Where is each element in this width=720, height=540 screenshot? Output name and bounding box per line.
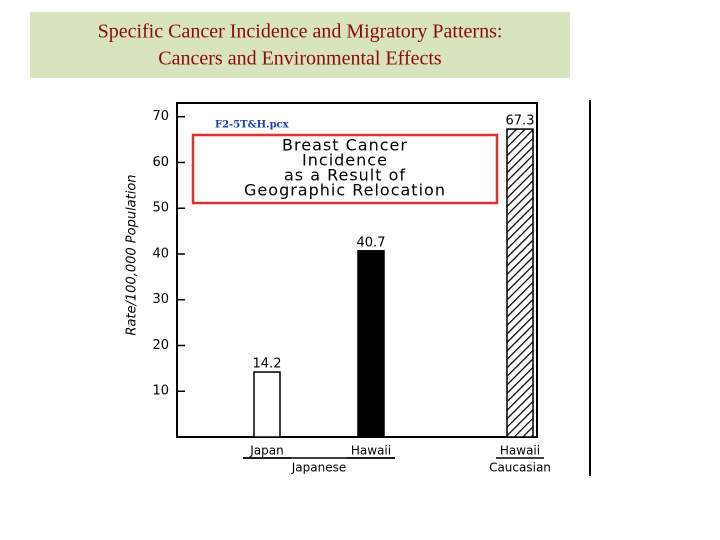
bar	[506, 128, 534, 438]
slide-title: Specific Cancer Incidence and Migratory …	[98, 21, 503, 43]
y-tick-label: 20	[152, 338, 169, 353]
bar	[253, 371, 281, 438]
x-tick-label: Hawaii	[500, 444, 540, 458]
y-tick-label: 10	[152, 384, 169, 399]
title-box	[30, 12, 570, 78]
group-label: Japanese	[291, 461, 347, 475]
y-tick-label: 40	[152, 246, 169, 261]
slide-title: Cancers and Environmental Effects	[158, 48, 442, 70]
group-label: Caucasian	[489, 461, 551, 475]
chart-title: Breast Cancer	[282, 136, 408, 155]
y-axis-label: Rate/100,000 Population	[125, 174, 140, 335]
title-frame	[191, 133, 499, 205]
chart-title: as a Result of	[284, 166, 406, 185]
x-tick-label: Japan	[249, 444, 283, 458]
chart-title: Incidence	[302, 151, 388, 170]
y-tick-label: 50	[152, 201, 169, 216]
value-label: 14.2	[253, 357, 282, 372]
y-tick-label: 30	[152, 292, 169, 307]
y-tick-label: 70	[152, 109, 169, 124]
plot-frame	[176, 102, 538, 438]
value-label: 40.7	[357, 235, 386, 250]
bar	[357, 250, 385, 438]
y-tick-label: 60	[152, 155, 169, 170]
value-label: 67.3	[506, 114, 535, 129]
chart-title: Geographic Relocation	[244, 181, 446, 200]
x-tick-label: Hawaii	[351, 444, 391, 458]
file-label: F2-5T&H.pcx	[215, 120, 290, 131]
